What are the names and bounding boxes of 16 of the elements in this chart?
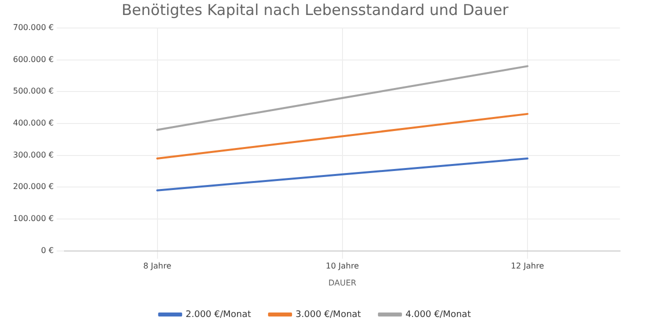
y-tick-label: 600.000 € — [12, 54, 54, 64]
x-tick-label: 10 Jahre — [326, 262, 359, 271]
y-tick-label: 0 € — [40, 246, 54, 255]
y-tick-label: 100.000 € — [12, 214, 54, 224]
y-tick-label: 200.000 € — [12, 182, 54, 192]
chart-title: Benötigtes Kapital nach Lebensstandard und Dauer — [122, 0, 510, 19]
y-tick-label: 500.000 € — [12, 86, 54, 96]
y-tick-label: 300.000 € — [12, 150, 54, 160]
y-tick-label: 700.000 € — [12, 23, 54, 32]
legend-label: 2.000 €/Monat — [186, 310, 252, 320]
y-tick-label: 400.000 € — [12, 118, 54, 128]
x-axis-title: DAUER — [328, 278, 357, 288]
legend-label: 3.000 €/Monat — [296, 310, 362, 320]
x-tick-label: 8 Jahre — [143, 262, 172, 271]
legend-label: 4.000 €/Monat — [405, 310, 472, 320]
x-tick-label: 12 Jahre — [510, 262, 544, 271]
